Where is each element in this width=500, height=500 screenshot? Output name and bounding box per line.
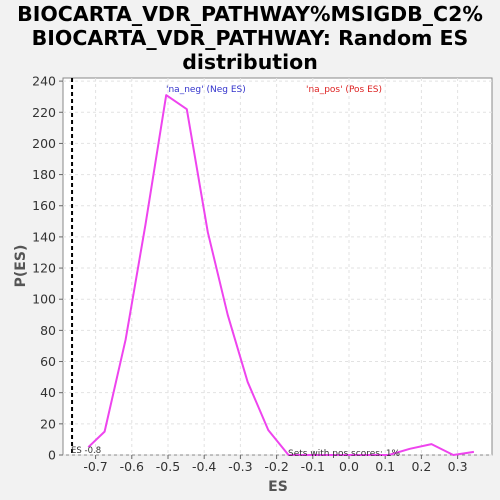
x-tick-label: -0.7 xyxy=(83,459,107,474)
plot-area xyxy=(62,77,493,456)
chart-title: BIOCARTA_VDR_PATHWAY%MSIGDB_C2% BIOCARTA… xyxy=(0,2,500,74)
x-tick-label: 0.0 xyxy=(339,459,359,474)
x-tick-label: -0.3 xyxy=(228,459,252,474)
x-tick-label: -0.5 xyxy=(156,459,180,474)
chart-title-line-3: distribution xyxy=(182,50,318,74)
pos-legend-label: 'na_pos' (Pos ES) xyxy=(306,85,382,95)
y-tick-label: 160 xyxy=(32,198,56,213)
y-axis-label: P(ES) xyxy=(13,245,29,288)
y-tick-label: 200 xyxy=(32,136,56,151)
y-tick-label: 60 xyxy=(40,354,56,369)
y-tick-label: 80 xyxy=(40,323,56,338)
y-tick-label: 40 xyxy=(40,385,56,400)
x-tick-label: -0.2 xyxy=(264,459,288,474)
x-tick-label: -0.1 xyxy=(301,459,325,474)
es-marker-group: ES -0.8 xyxy=(71,78,101,456)
chart-title-line-1: BIOCARTA_VDR_PATHWAY%MSIGDB_C2% xyxy=(17,2,483,26)
x-tick-label: 0.2 xyxy=(411,459,431,474)
y-tick-label: 0 xyxy=(48,448,56,463)
neg-legend-label: 'na_neg' (Neg ES) xyxy=(166,85,246,95)
x-tick-label: 0.1 xyxy=(375,459,395,474)
pos-scores-annotation: Sets with pos scores: 1% xyxy=(288,449,401,459)
series xyxy=(87,94,475,456)
x-axis-label: ES xyxy=(268,479,288,495)
axes: 0 20 40 60 80 100 120 140 160 180 200 220 240 -0.7 -0.… xyxy=(32,74,467,474)
y-tick-label: 180 xyxy=(32,167,56,182)
y-tick-label: 240 xyxy=(32,74,56,89)
y-tick-label: 140 xyxy=(32,229,56,244)
x-tick-label: 0.3 xyxy=(448,459,468,474)
x-tick-label: -0.6 xyxy=(120,459,144,474)
y-tick-label: 20 xyxy=(40,416,56,431)
es-marker-label: ES -0.8 xyxy=(71,446,101,456)
y-tick-label: 120 xyxy=(32,261,56,276)
y-tick-label: 220 xyxy=(32,105,56,120)
chart-title-line-2: BIOCARTA_VDR_PATHWAY: Random ES xyxy=(31,26,469,50)
grid xyxy=(63,78,492,456)
x-tick-label: -0.4 xyxy=(192,459,216,474)
y-tick-label: 100 xyxy=(32,292,56,307)
es-distribution-line xyxy=(87,94,475,456)
